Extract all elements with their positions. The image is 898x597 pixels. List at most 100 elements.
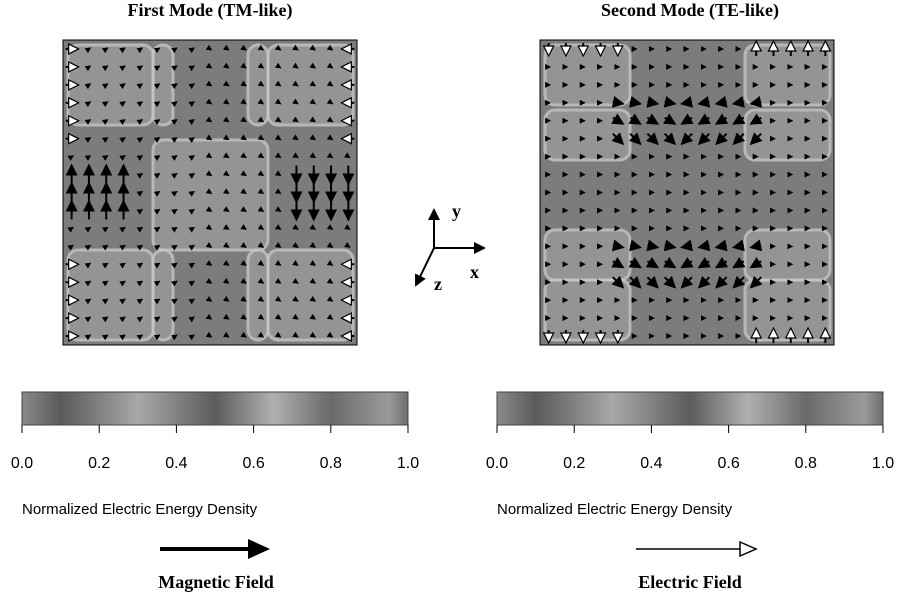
field-arrow: [188, 334, 196, 341]
field-arrow: [749, 95, 763, 108]
field-arrow: [119, 262, 126, 269]
energy-band: [543, 43, 632, 107]
field-arrow: [84, 155, 92, 161]
axis-label: x: [470, 262, 479, 282]
field-arrow: [188, 208, 196, 215]
field-arrow: [257, 313, 265, 320]
tick-label: 1.0: [872, 455, 894, 472]
field-arrow: [680, 256, 694, 269]
field-arrow: [611, 239, 625, 252]
field-arrow: [205, 80, 213, 87]
field-arrow: [222, 313, 230, 320]
legend-arrow-head: [739, 540, 758, 558]
field-arrow: [222, 170, 230, 177]
colorbar-label: Normalized Electric Energy Density: [497, 501, 733, 518]
field-arrow: [731, 95, 745, 108]
field-arrow: [136, 262, 144, 269]
field-arrow: [309, 44, 317, 51]
field-arrow: [205, 295, 213, 302]
field-arrow: [171, 83, 178, 90]
field-arrow: [663, 113, 677, 125]
field-arrow: [67, 244, 74, 251]
field-arrow: [101, 47, 109, 54]
field-arrow: [663, 95, 677, 108]
field-arrow: [274, 277, 282, 284]
field-arrow: [240, 134, 247, 141]
field-arrow: [222, 224, 230, 230]
field-arrow: [84, 83, 92, 90]
field-arrow: [67, 226, 74, 233]
field-arrow: [292, 80, 299, 87]
field-arrow: [749, 113, 763, 125]
field-arrow: [205, 44, 213, 51]
field-arrow: [274, 44, 282, 51]
field-arrow: [274, 188, 282, 195]
field-arrow: [326, 277, 334, 284]
field-arrow: [136, 298, 144, 305]
field-arrow: [222, 116, 230, 123]
field-arrow: [274, 206, 282, 212]
tick-label: 0.2: [563, 455, 585, 472]
field-arrow: [697, 132, 711, 146]
field-arrow: [714, 256, 729, 269]
field-arrow: [292, 224, 299, 230]
field-arrow: [274, 80, 282, 87]
field-arrow: [188, 137, 196, 143]
energy-band: [543, 108, 632, 162]
field-arrow: [222, 295, 230, 302]
energy-band: [151, 43, 175, 127]
field-arrow: [136, 208, 144, 215]
field-arrow: [663, 275, 677, 289]
field-arrow: [292, 116, 299, 123]
field-arrow: [67, 155, 74, 161]
field-arrow: [646, 95, 660, 108]
field-arrow: [309, 242, 317, 248]
field-arrow: [119, 280, 126, 287]
field-arrow: [188, 280, 196, 287]
field-arrow: [188, 65, 196, 72]
field-arrow: [309, 80, 317, 87]
field-arrow: [119, 226, 126, 233]
field-arrow: [344, 224, 351, 230]
field-arrow: [119, 316, 126, 323]
field-arrow: [101, 316, 109, 323]
field-arrow: [309, 259, 317, 266]
field-arrow: [222, 152, 230, 159]
field-arrow: [101, 280, 109, 287]
field-arrow: [257, 98, 265, 105]
field-arrow: [171, 226, 178, 233]
field-arrow: [153, 244, 161, 251]
field-arrow: [188, 119, 196, 126]
field-arrow: [136, 47, 144, 54]
field-arrow: [240, 206, 247, 212]
field-arrow: [84, 244, 92, 251]
field-arrow: [84, 316, 92, 323]
field-arrow: [222, 277, 230, 284]
field-arrow: [292, 295, 299, 302]
field-arrow: [274, 242, 282, 248]
tick-label: 0.8: [795, 455, 817, 472]
energy-band: [66, 248, 155, 342]
field-arrow: [292, 313, 299, 320]
field-arrow: [136, 280, 144, 287]
field-arrow: [171, 155, 178, 161]
field-arrow: [240, 331, 247, 338]
field-arrow: [188, 262, 196, 269]
field-arrow: [240, 62, 247, 69]
field-arrow: [309, 295, 317, 302]
field-arrow: [257, 152, 265, 159]
field-arrow: [153, 280, 161, 287]
field-arrow: [205, 331, 213, 338]
field-arrow: [136, 316, 144, 323]
field-arrow: [309, 331, 317, 338]
field-arrow: [309, 277, 317, 284]
field-arrow: [119, 83, 126, 90]
field-arrow: [136, 83, 144, 90]
field-arrow: [101, 65, 109, 72]
field-arrow: [628, 113, 642, 125]
field-arrow: [240, 152, 247, 159]
field-arrow: [205, 116, 213, 123]
field-arrow: [731, 239, 745, 252]
field-arrow: [611, 132, 625, 146]
energy-band: [246, 43, 270, 127]
